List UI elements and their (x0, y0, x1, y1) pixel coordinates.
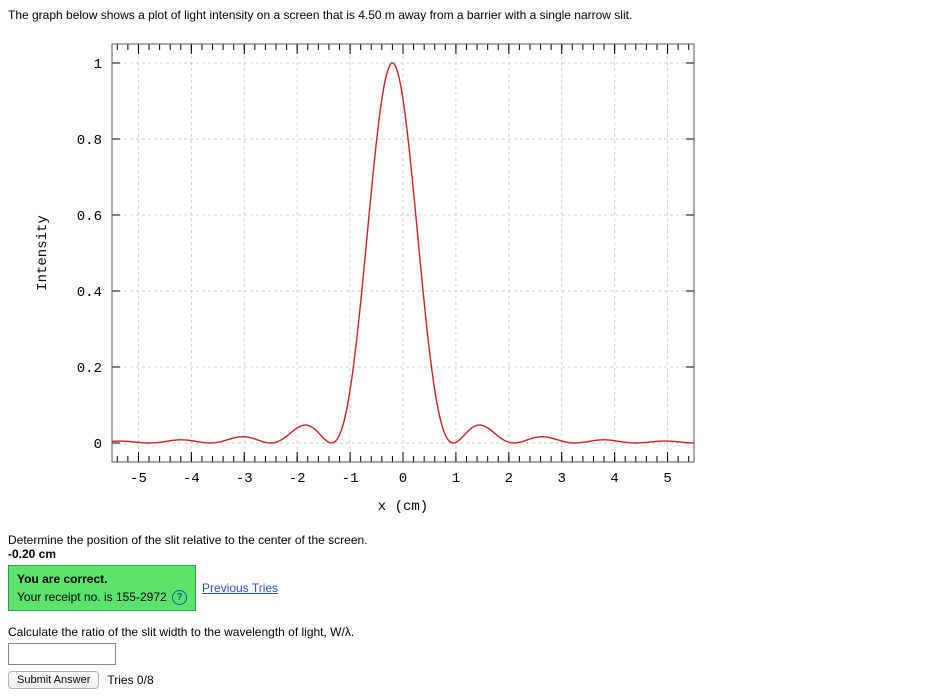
submit-answer-button[interactable]: Submit Answer (8, 671, 99, 689)
svg-text:0: 0 (399, 471, 407, 487)
intro-text: The graph below shows a plot of light in… (8, 8, 936, 22)
svg-text:0: 0 (94, 437, 102, 453)
tries-counter: Tries 0/8 (107, 673, 153, 687)
svg-text:-2: -2 (289, 471, 306, 487)
svg-text:-5: -5 (130, 471, 147, 487)
svg-text:-4: -4 (183, 471, 200, 487)
svg-text:1: 1 (452, 471, 460, 487)
svg-text:2: 2 (505, 471, 513, 487)
svg-text:0.4: 0.4 (77, 285, 102, 301)
svg-text:0.6: 0.6 (77, 209, 102, 225)
svg-text:0.2: 0.2 (77, 361, 102, 377)
feedback-box: You are correct. Your receipt no. is 155… (8, 565, 196, 611)
q1-prompt: Determine the position of the slit relat… (8, 533, 936, 547)
q2-answer-input[interactable] (8, 643, 116, 665)
previous-tries-link[interactable]: Previous Tries (202, 581, 278, 595)
svg-text:5: 5 (663, 471, 671, 487)
feedback-receipt-line: Your receipt no. is 155-2972 ? (17, 588, 187, 606)
svg-text:4: 4 (610, 471, 618, 487)
svg-text:Intensity: Intensity (35, 215, 51, 291)
q2-prompt: Calculate the ratio of the slit width to… (8, 625, 936, 639)
receipt-number: 155-2972 (116, 590, 167, 604)
svg-text:3: 3 (558, 471, 566, 487)
svg-text:-3: -3 (236, 471, 253, 487)
svg-text:0.8: 0.8 (77, 133, 102, 149)
help-icon[interactable]: ? (172, 590, 187, 605)
receipt-prefix: Your receipt no. is (17, 590, 116, 604)
q1-answer: -0.20 cm (8, 547, 936, 561)
svg-text:x (cm): x (cm) (378, 499, 428, 515)
feedback-correct-text: You are correct. (17, 570, 187, 588)
svg-text:-1: -1 (342, 471, 359, 487)
intensity-chart: -5 -4 -3 -2 -1 0 1 2 3 4 5 0 0.2 0.4 0.6 0.8 1 x (cm) Inte… (28, 30, 936, 525)
svg-text:1: 1 (94, 57, 102, 73)
